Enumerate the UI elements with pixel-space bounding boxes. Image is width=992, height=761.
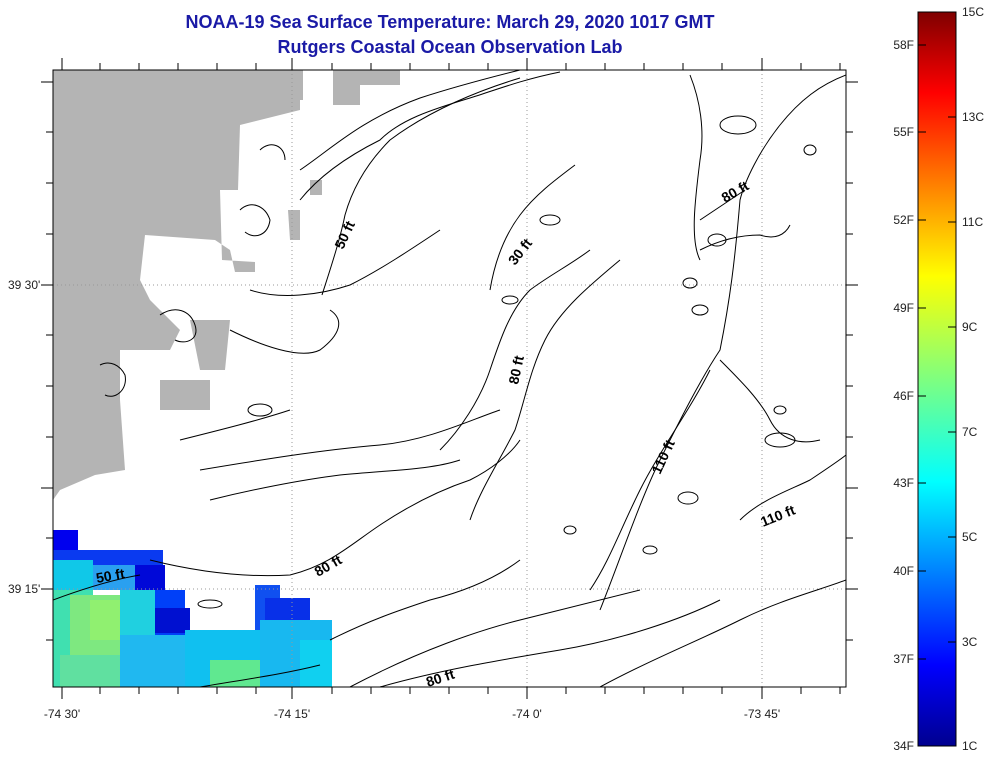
colorbar-c-label: 11C [962,215,983,229]
contour-label: 50 ft [95,565,126,586]
colorbar-f-label: 49F [893,301,914,315]
tick-marks [41,58,858,699]
colorbar-c-label: 1C [962,739,978,753]
colorbar-f-label: 34F [893,739,914,753]
colorbar-f-label: 40F [893,564,914,578]
colorbar-c-label: 5C [962,530,978,544]
colorbar-c-label: 13C [962,110,984,124]
colorbar-f-label: 52F [893,213,914,227]
colorbar-f-label: 37F [893,652,914,666]
lon-label: -73 45' [744,707,780,721]
axis-labels: 39 30' 39 15' -74 30' -74 15' -74 0' -73… [8,278,780,721]
lon-label: -74 0' [512,707,542,721]
colorbar-f-label: 58F [893,38,914,52]
colorbar-c-label: 15C [962,5,984,19]
map-title: NOAA-19 Sea Surface Temperature: March 2… [185,12,715,32]
contour-label: 80 ft [505,354,527,386]
colorbar-ticks [918,44,956,660]
bathymetry-contours [53,70,846,687]
colorbar-c-label: 3C [962,635,978,649]
colorbar: 58F 55F 52F 49F 46F 43F 40F 37F 34F 15C … [893,5,984,753]
lon-label: -74 15' [274,707,310,721]
lat-label: 39 30' [8,278,40,292]
colorbar-f-label: 55F [893,125,914,139]
colorbar-c-label: 7C [962,425,978,439]
colorbar-f-label: 43F [893,476,914,490]
colorbar-f-label: 46F [893,389,914,403]
colorbar-gradient [917,11,957,747]
lat-label: 39 15' [8,582,40,596]
lon-label: -74 30' [44,707,80,721]
grid-lines [53,70,846,687]
colorbar-c-label: 9C [962,320,978,334]
land-mask [53,70,400,500]
contour-label: 80 ft [424,666,457,690]
sst-pixels [53,530,332,687]
map-subtitle: Rutgers Coastal Ocean Observation Lab [277,37,623,57]
